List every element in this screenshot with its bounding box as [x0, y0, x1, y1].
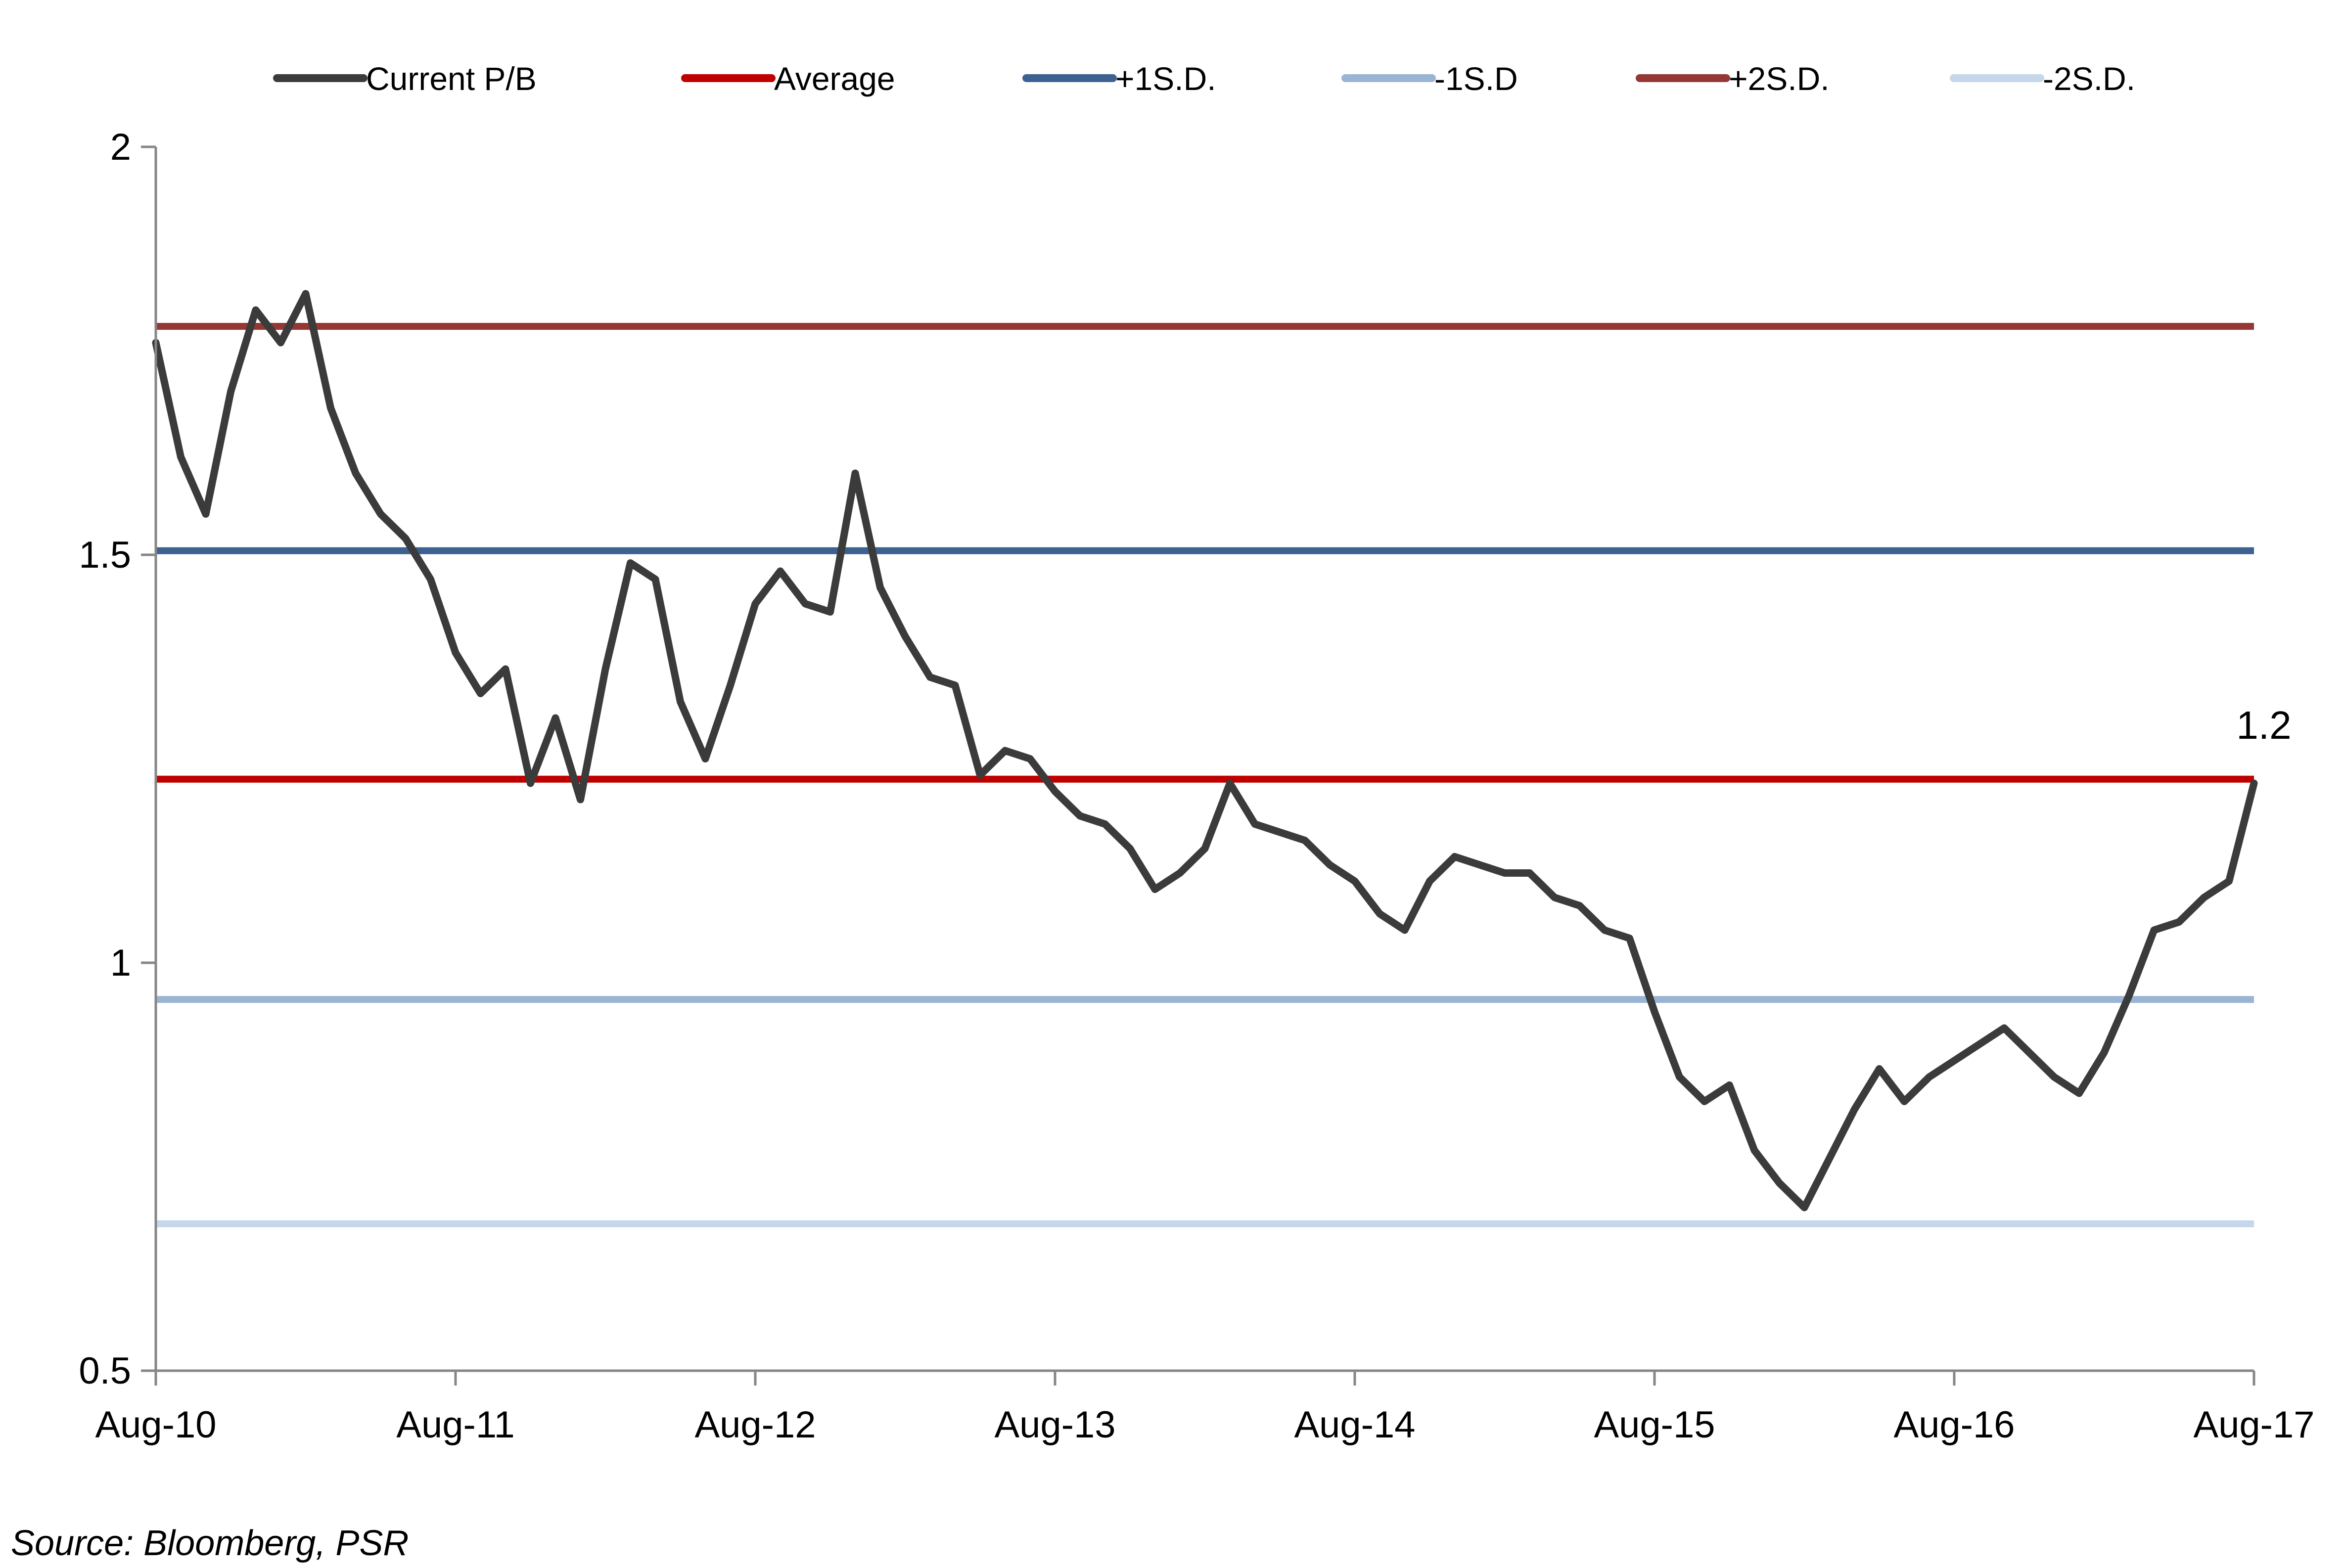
legend-label: Average: [774, 60, 895, 97]
end-value-label: 1.2: [2236, 703, 2291, 747]
x-tick-label: Aug-14: [1294, 1404, 1415, 1446]
legend-label: +2S.D.: [1729, 60, 1830, 97]
x-tick-label: Aug-16: [1893, 1404, 2015, 1446]
x-tick-label: Aug-10: [95, 1404, 216, 1446]
legend-item-plusminus-2s-d: +2S.D.: [1636, 60, 1830, 97]
x-tick-label: Aug-11: [396, 1404, 514, 1446]
legend-label: Current P/B: [366, 60, 537, 97]
legend-item-average: Average: [681, 60, 895, 97]
x-tick-label: Aug-15: [1594, 1404, 1715, 1446]
legend-label: +1S.D.: [1115, 60, 1216, 97]
y-tick-label: 2: [110, 126, 131, 168]
legend-label: -1S.D: [1434, 60, 1518, 97]
legend-item-plusminus-1s-d: +1S.D.: [1022, 60, 1216, 97]
source-note: Source: Bloomberg, PSR: [11, 1523, 409, 1563]
y-tick-label: 0.5: [79, 1350, 131, 1392]
annotations: 1.2: [2236, 703, 2291, 747]
x-tick-label: Aug-12: [694, 1404, 816, 1446]
series-lines: [152, 290, 2258, 1211]
legend-item-minus-1s-d: -1S.D: [1341, 60, 1518, 97]
series-line-current-p-b: [152, 290, 2258, 1211]
y-tick-label: 1: [110, 942, 131, 984]
axes: 0.5 1 1.5 2 Aug-10 Aug-11 Aug-12 Aug-13 Aug-14 Au…: [79, 126, 2314, 1446]
reference-lines: [156, 323, 2254, 1227]
x-tick-label: Aug-13: [994, 1404, 1115, 1446]
x-tick-label: Aug-17: [2193, 1404, 2314, 1446]
legend-label: -2S.D.: [2043, 60, 2135, 97]
legend-item-current-p-b: Current P/B: [273, 60, 537, 97]
y-tick-label: 1.5: [79, 534, 131, 576]
legend-item-minus-2s-d: -2S.D.: [1950, 60, 2135, 97]
legend: Current P/B Average +1S.D. -1S.D +2S.D. -2S.D…: [273, 60, 2135, 97]
